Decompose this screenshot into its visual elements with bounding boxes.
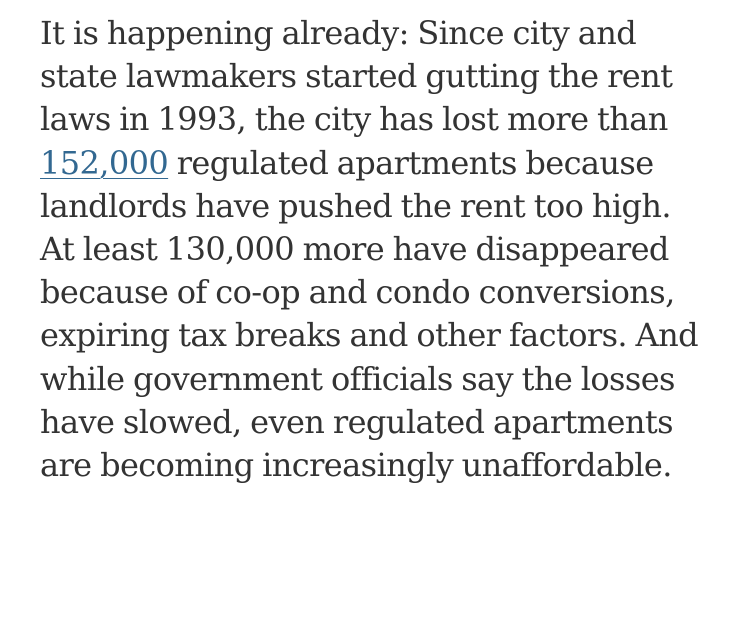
statistic-link[interactable]: 152,000 [40,143,169,182]
paragraph-line: landlords have pushed the rent too high. [40,186,672,225]
paragraph-line: 152,000 regulated apartments because [40,142,740,185]
paragraph-line: because of co-op and condo conversions, [40,273,675,312]
paragraph-line: have slowed, even regulated apartments [40,402,674,441]
paragraph-line: while government officials say the losse… [40,359,675,398]
paragraph-line: expiring tax breaks and other factors. A… [40,316,699,355]
paragraph-line: are becoming increasingly unaffordable. [40,446,672,485]
article-paragraph: It is happening already: Since city and … [40,12,740,487]
paragraph-line: state lawmakers started gutting the rent [40,57,673,96]
paragraph-line: laws in 1993, the city has lost more tha… [40,100,668,139]
paragraph-text: regulated apartments because [168,143,654,182]
paragraph-line: At least 130,000 more have disappeared [40,230,669,269]
paragraph-line: It is happening already: Since city and [40,14,637,52]
